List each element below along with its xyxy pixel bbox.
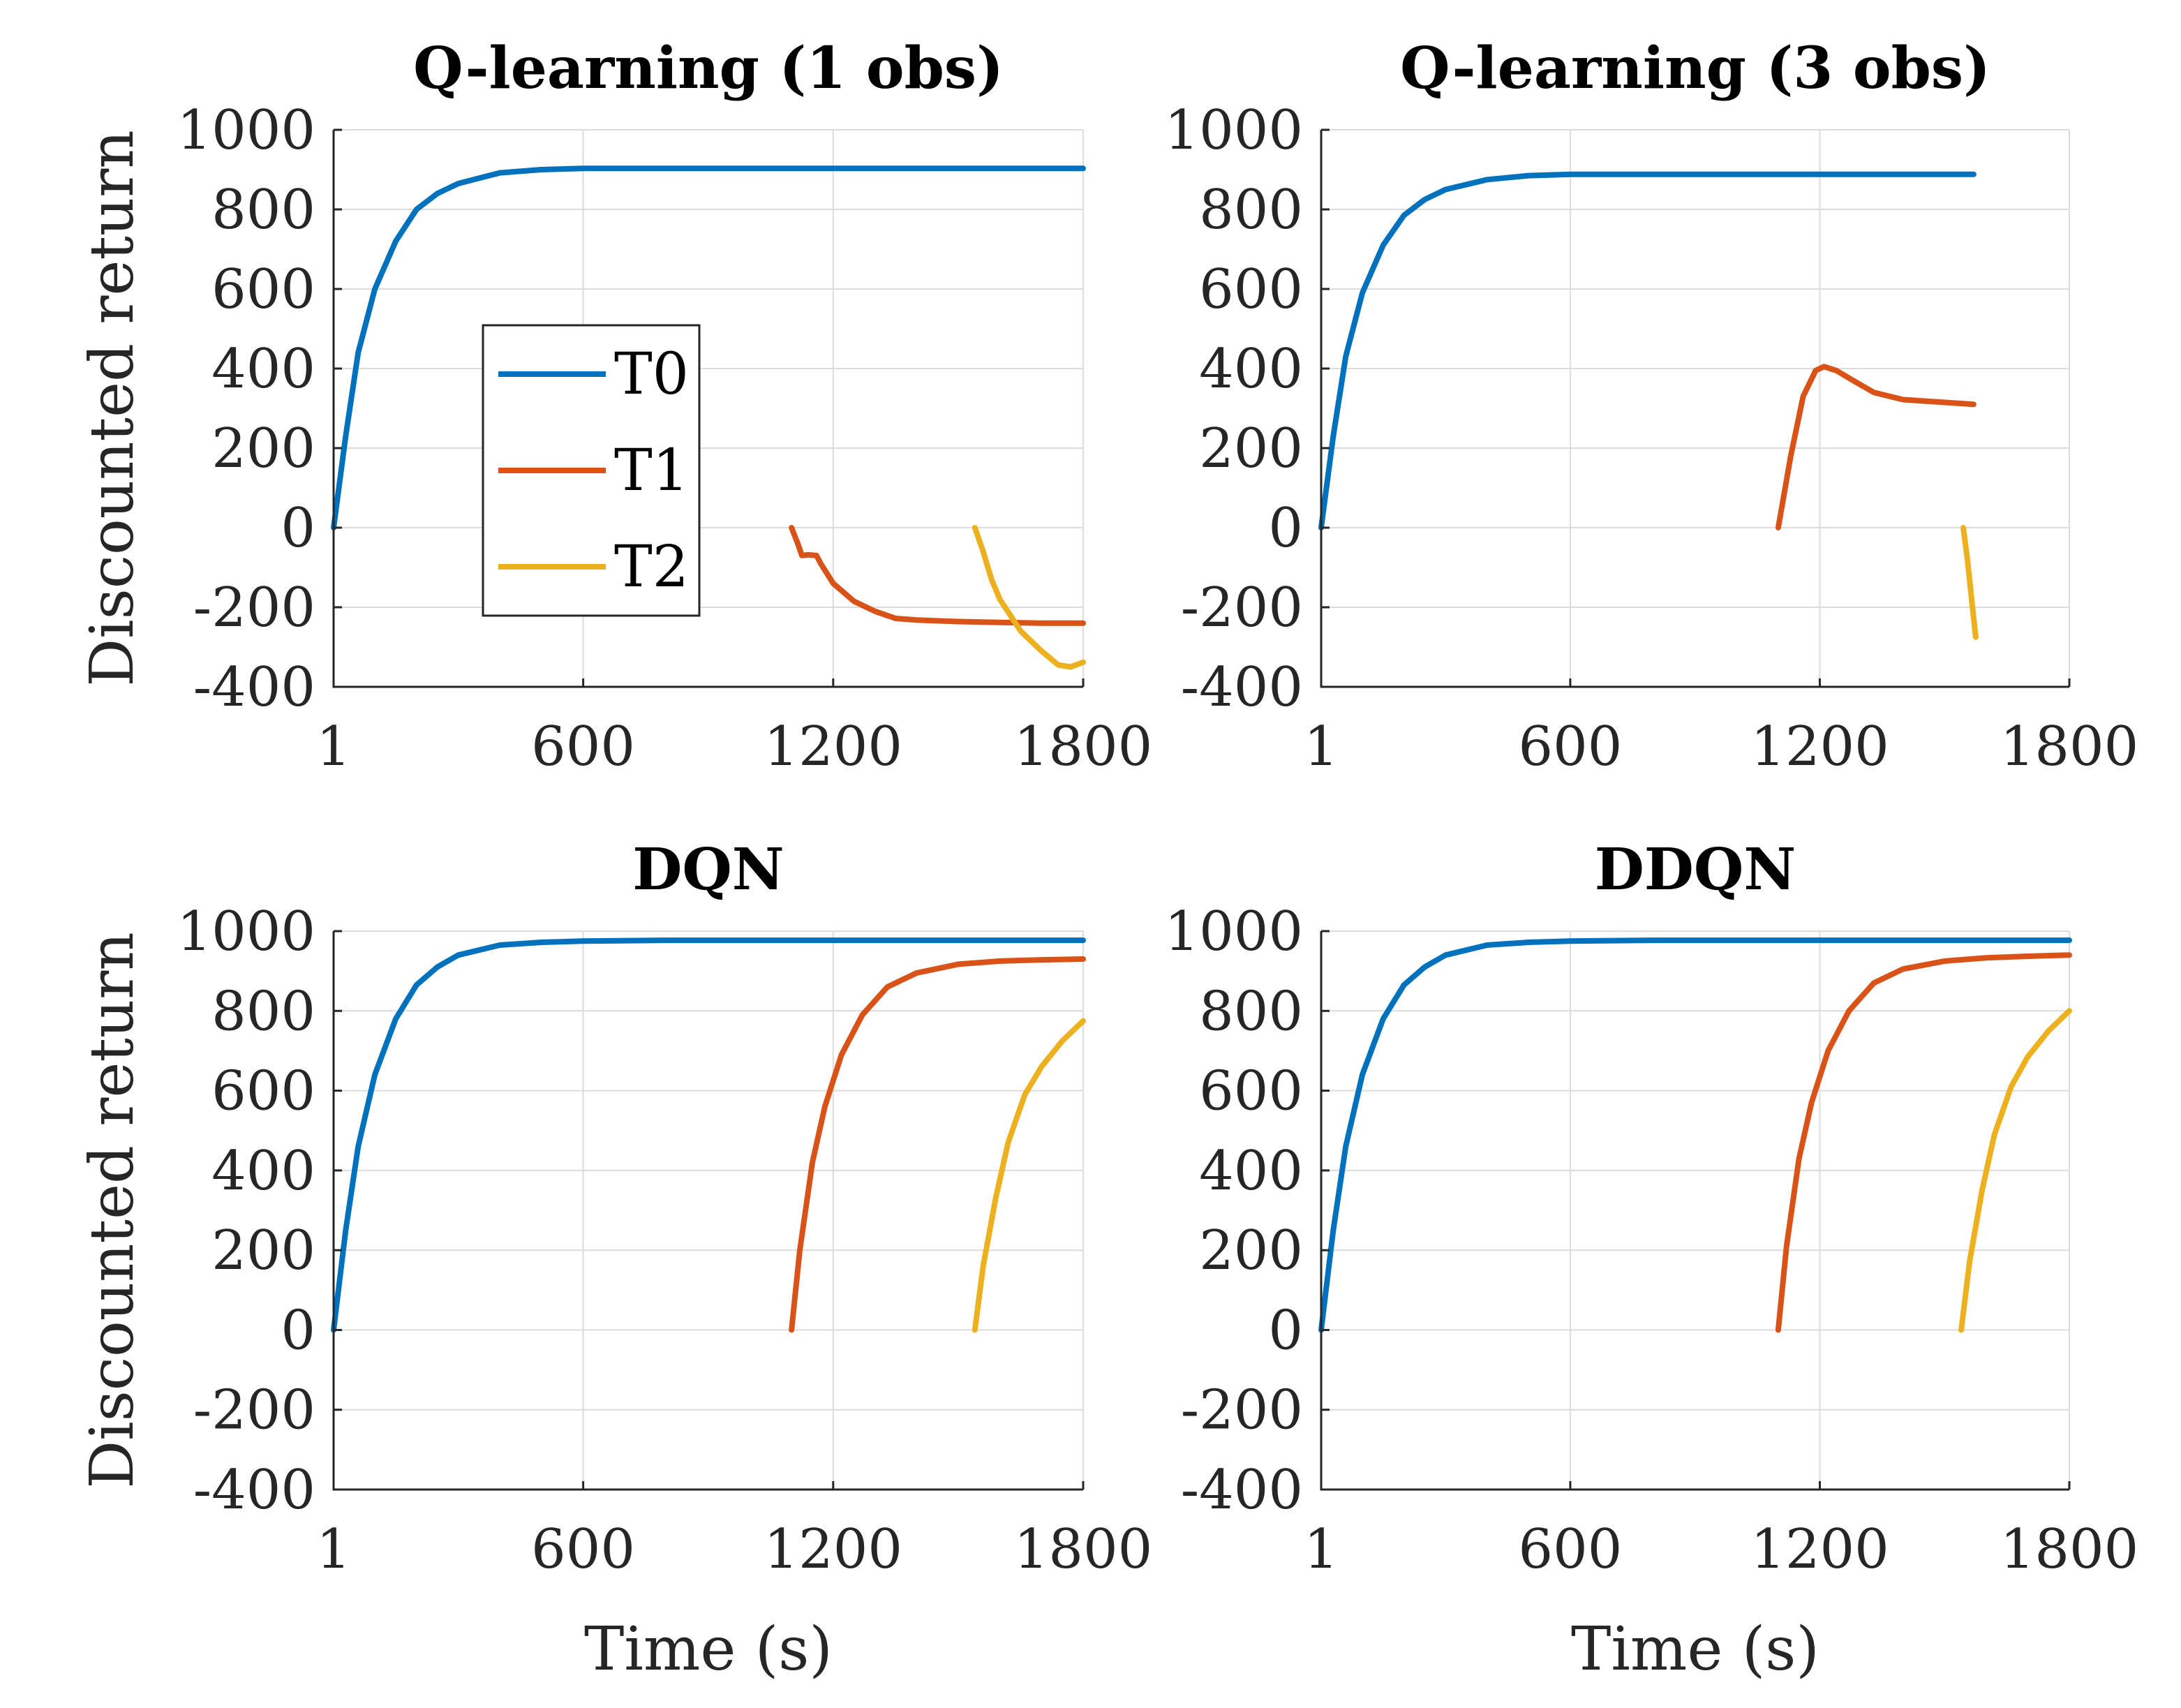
x-tick-label: 600 bbox=[531, 715, 635, 778]
y-tick-label: -400 bbox=[1181, 1459, 1303, 1522]
y-tick-label: 400 bbox=[1199, 338, 1303, 401]
series-line-t2 bbox=[1960, 525, 1979, 640]
y-tick-label: 200 bbox=[1199, 417, 1303, 480]
y-tick-label: -400 bbox=[193, 1459, 315, 1522]
y-tick-label: 600 bbox=[1199, 258, 1303, 321]
x-tick-label: 1800 bbox=[1014, 1518, 1153, 1581]
y-tick-label: 400 bbox=[211, 1140, 315, 1203]
y-tick-label: 1000 bbox=[177, 900, 315, 963]
x-tick-label: 600 bbox=[531, 1518, 635, 1581]
y-tick-label: 0 bbox=[1268, 1299, 1303, 1362]
y-tick-label: 600 bbox=[211, 258, 315, 321]
series-line-t1 bbox=[1775, 952, 2072, 1333]
x-tick-label: 1 bbox=[1304, 715, 1339, 778]
series-line-t1 bbox=[1775, 364, 1977, 530]
chart-title: Q-learning (1 obs) bbox=[413, 35, 1004, 102]
x-tick-label: 1800 bbox=[1014, 715, 1153, 778]
x-tick-label: 1 bbox=[1304, 1518, 1339, 1581]
x-axis-label: Time (s) bbox=[1571, 1614, 1819, 1684]
y-axis-label: Discounted return bbox=[77, 130, 147, 687]
y-tick-label: 0 bbox=[1268, 497, 1303, 560]
y-tick-label: 800 bbox=[211, 980, 315, 1043]
y-tick-label: 600 bbox=[211, 1060, 315, 1123]
chart-panel-2: 1 600 1200 1800 1000 800 600 400 200 0 -200 -400 Q-l… bbox=[1164, 35, 2138, 778]
x-tick-label: 1 bbox=[316, 715, 351, 778]
y-tick-label: 1000 bbox=[1164, 99, 1303, 162]
plot-area bbox=[334, 931, 1083, 1490]
y-tick-label: 1000 bbox=[1164, 900, 1303, 963]
y-tick-label: 1000 bbox=[177, 99, 315, 162]
y-tick-label: 200 bbox=[211, 417, 315, 480]
legend-label-t1: T1 bbox=[614, 438, 689, 504]
y-tick-label: 800 bbox=[1199, 980, 1303, 1043]
series-line-t2 bbox=[972, 525, 1086, 670]
chart-panel-4: 1 600 1200 1800 1000 800 600 400 200 0 -200 -400 DDQ… bbox=[1164, 836, 2138, 1684]
series-line-t0 bbox=[1318, 937, 2072, 1333]
x-tick-label: 1 bbox=[316, 1518, 351, 1581]
y-tick-label: -200 bbox=[193, 1379, 315, 1442]
y-tick-label: 0 bbox=[281, 497, 315, 560]
series-line-t2 bbox=[972, 1018, 1086, 1333]
plot-area bbox=[1321, 931, 2069, 1490]
series-line-t0 bbox=[1318, 171, 1977, 530]
y-tick-label: 200 bbox=[211, 1219, 315, 1282]
x-tick-label: 1200 bbox=[764, 715, 903, 778]
chart-title: Q-learning (3 obs) bbox=[1400, 35, 1990, 102]
y-tick-label: 600 bbox=[1199, 1060, 1303, 1123]
x-tick-label: 600 bbox=[1518, 715, 1622, 778]
x-tick-label: 1200 bbox=[764, 1518, 903, 1581]
series-line-t0 bbox=[331, 937, 1086, 1333]
y-tick-label: -200 bbox=[1181, 577, 1303, 639]
series-line-t1 bbox=[789, 956, 1086, 1333]
series-line-t1 bbox=[789, 525, 1086, 626]
y-tick-label: 0 bbox=[281, 1299, 315, 1362]
plot-area bbox=[1321, 130, 2069, 687]
x-tick-label: 1800 bbox=[2000, 1518, 2139, 1581]
legend-label-t2: T2 bbox=[614, 534, 689, 600]
y-tick-label: 800 bbox=[1199, 179, 1303, 242]
y-tick-label: -200 bbox=[1181, 1379, 1303, 1442]
y-tick-label: -400 bbox=[193, 656, 315, 719]
y-tick-label: 200 bbox=[1199, 1219, 1303, 1282]
y-axis-label: Discounted return bbox=[77, 932, 147, 1489]
x-tick-label: 1200 bbox=[1750, 1518, 1889, 1581]
x-tick-label: 1800 bbox=[2000, 715, 2139, 778]
chart-title: DQN bbox=[632, 836, 784, 903]
x-axis-label: Time (s) bbox=[584, 1614, 833, 1684]
x-tick-label: 600 bbox=[1518, 1518, 1622, 1581]
chart-title: DDQN bbox=[1595, 836, 1796, 903]
y-tick-label: 400 bbox=[1199, 1140, 1303, 1203]
y-tick-label: -400 bbox=[1181, 656, 1303, 719]
y-tick-label: -200 bbox=[193, 577, 315, 639]
series-line-t2 bbox=[1958, 1008, 2072, 1333]
series-line-t0 bbox=[331, 165, 1086, 530]
x-tick-label: 1200 bbox=[1750, 715, 1889, 778]
plot-area bbox=[334, 130, 1083, 687]
y-tick-label: 400 bbox=[211, 338, 315, 401]
legend-label-t0: T0 bbox=[614, 341, 689, 408]
chart-panel-1: 1 600 1200 1800 1000 800 600 400 200 0 -200 -400 Q-l… bbox=[77, 35, 1152, 778]
chart-panel-3: 1 600 1200 1800 1000 800 600 400 200 0 -200 -400 DQN… bbox=[77, 836, 1152, 1684]
legend: T0 T1 T2 bbox=[482, 324, 701, 617]
y-tick-label: 800 bbox=[211, 179, 315, 242]
